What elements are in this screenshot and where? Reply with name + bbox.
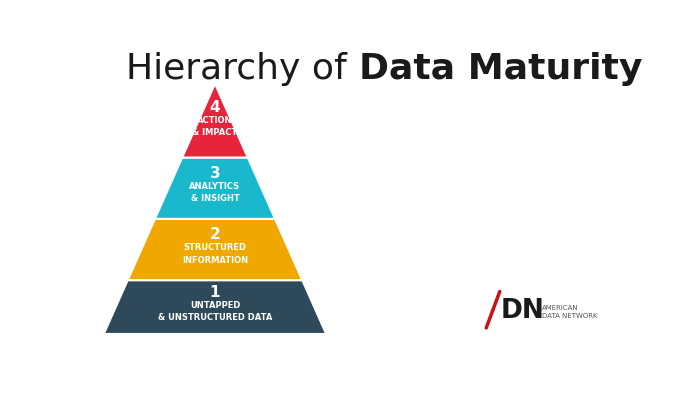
Text: STRUCTURED: STRUCTURED — [183, 243, 246, 253]
Text: 3: 3 — [210, 166, 220, 181]
Text: 2: 2 — [209, 227, 220, 242]
Text: & IMPACT: & IMPACT — [193, 128, 237, 137]
Polygon shape — [155, 158, 275, 219]
Text: DN: DN — [501, 298, 545, 324]
Polygon shape — [182, 84, 248, 158]
Text: & INSIGHT: & INSIGHT — [190, 194, 239, 203]
Polygon shape — [104, 280, 326, 334]
Text: AMERICAN
DATA NETWORK: AMERICAN DATA NETWORK — [542, 305, 598, 319]
Text: INFORMATION: INFORMATION — [182, 256, 248, 265]
Text: 4: 4 — [210, 100, 220, 115]
Text: ACTION: ACTION — [197, 116, 232, 125]
Text: UNTAPPED: UNTAPPED — [190, 301, 240, 310]
Text: Hierarchy of: Hierarchy of — [127, 52, 358, 85]
Text: Data Maturity: Data Maturity — [358, 52, 642, 85]
Text: 1: 1 — [210, 285, 220, 300]
Text: ANALYTICS: ANALYTICS — [190, 182, 241, 191]
Text: & UNSTRUCTURED DATA: & UNSTRUCTURED DATA — [158, 313, 272, 322]
Polygon shape — [127, 219, 302, 280]
